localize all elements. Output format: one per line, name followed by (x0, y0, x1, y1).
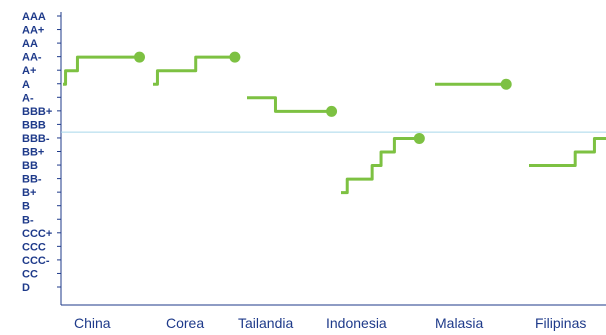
y-tick-label: CCC- (22, 255, 50, 267)
y-tick-label: A (22, 79, 30, 91)
y-tick-label: B- (22, 214, 34, 226)
y-tick-label: AA- (22, 52, 42, 64)
series-line-tailandia (247, 96, 332, 113)
x-tick-label: Malasia (435, 315, 483, 331)
y-tick-label: A+ (22, 65, 36, 77)
x-tick-label: Corea (166, 315, 204, 331)
y-tick-label: BB (22, 160, 38, 172)
y-tick-label: BB- (22, 174, 42, 186)
y-tick-label: CC (22, 268, 38, 280)
series-line-indonesia (341, 136, 420, 195)
y-tick-label: BBB- (22, 133, 50, 145)
y-tick-label: BBB (22, 119, 46, 131)
end-marker-china (134, 51, 145, 63)
end-marker-tailandia (326, 105, 338, 117)
y-tick-label: B+ (22, 187, 36, 199)
x-tick-label: Tailandia (238, 315, 293, 331)
end-marker-corea (229, 51, 241, 63)
y-tick-label: CCC+ (22, 228, 52, 240)
series-line-filipinas (529, 136, 606, 168)
y-tick-label: D (22, 282, 30, 294)
y-tick-label: A- (22, 92, 34, 104)
end-marker-indonesia (413, 132, 425, 144)
axes (57, 12, 606, 306)
x-tick-labels: China Corea Tailandia Indonesia Malasia Filip… (74, 315, 586, 331)
y-tick-label: BB+ (22, 147, 44, 159)
y-tick-label: BBB+ (22, 106, 52, 118)
end-marker-malasia (500, 78, 512, 90)
y-tick-label: AA (22, 38, 38, 50)
y-tick-label: B (22, 201, 30, 213)
y-tick-label: AAA (22, 11, 46, 23)
y-tick-label: CCC (22, 241, 46, 253)
y-tick-label: AA+ (22, 25, 44, 37)
x-tick-label: Indonesia (326, 315, 387, 331)
series-line-corea (153, 55, 235, 86)
series-group (63, 51, 606, 195)
x-tick-label: Filipinas (535, 315, 586, 331)
series-line-china (63, 55, 140, 86)
y-tick-labels: AAAAA+AAAA-A+AA-BBB+BBBBBB-BB+BBBB-B+BB-… (22, 11, 52, 294)
x-tick-label: China (74, 315, 111, 331)
